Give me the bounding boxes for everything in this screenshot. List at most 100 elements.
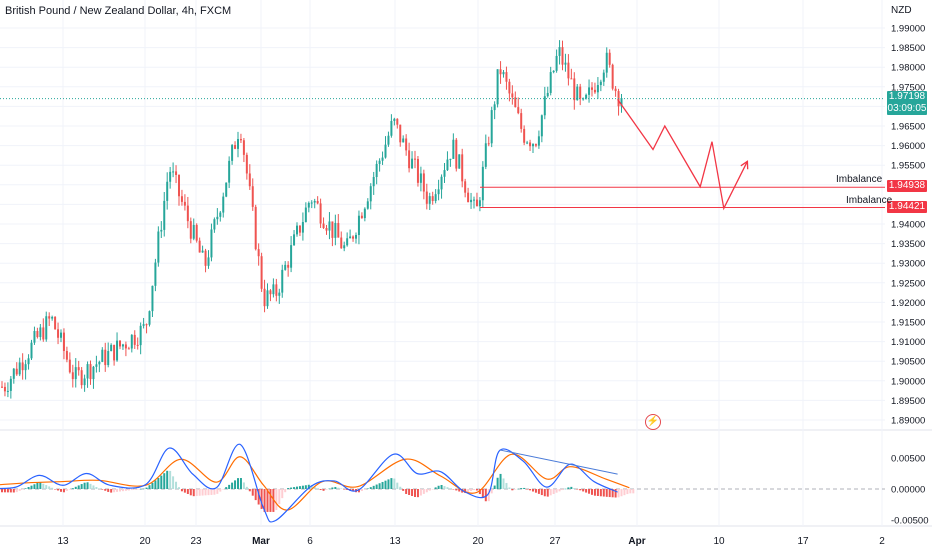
macd-histogram-bar-positive <box>502 478 505 489</box>
macd-histogram-bar-positive <box>493 485 496 489</box>
candle-up <box>219 212 222 217</box>
candle-down <box>275 284 278 296</box>
candle-down <box>508 81 511 94</box>
candle-up <box>428 196 431 204</box>
macd-histogram-bar-positive <box>437 485 440 489</box>
macd-histogram-bar-negative <box>12 489 15 493</box>
macd-histogram-bar-positive <box>440 485 443 489</box>
macd-histogram-bar-negative <box>110 489 113 493</box>
time-axis-label: 20 <box>472 536 484 547</box>
candle-up <box>130 334 133 349</box>
lightning-icon[interactable]: ⚡ <box>645 414 661 430</box>
candle-up <box>101 349 104 362</box>
candle-up <box>602 72 605 82</box>
candle-up <box>375 163 378 178</box>
last-price-tag: 1.97198 03:09:05 <box>887 91 927 115</box>
candle-down <box>180 196 183 202</box>
candle-up <box>83 378 86 386</box>
macd-histogram-bar-negative <box>576 489 579 490</box>
macd-histogram-bar-negative <box>419 489 422 496</box>
macd-histogram-bar-negative <box>189 489 192 496</box>
candle-down <box>1 386 3 388</box>
macd-histogram-bar-negative <box>198 489 201 496</box>
macd-histogram-bar-negative <box>18 489 21 491</box>
macd-histogram-bar-positive <box>387 479 390 489</box>
candle-up <box>307 202 310 208</box>
candle-down <box>257 249 260 257</box>
candle-down <box>319 203 322 224</box>
macd-histogram-bar-negative <box>352 489 355 492</box>
macd-histogram-bar-positive <box>443 486 446 489</box>
candle-down <box>511 93 514 98</box>
macd-histogram-bar-negative <box>588 489 591 494</box>
candle-down <box>422 173 425 192</box>
candle-up <box>440 176 443 190</box>
candle-up <box>210 229 213 258</box>
currency-label: NZD <box>891 5 912 16</box>
candle-down <box>337 222 340 238</box>
candle-up <box>310 202 313 204</box>
macd-histogram-bar-positive <box>496 477 499 489</box>
macd-histogram-bar-negative <box>101 489 104 490</box>
time-axis-label: 23 <box>190 536 202 547</box>
macd-histogram-bar-negative <box>104 489 107 491</box>
candle-up <box>169 171 172 182</box>
candle-down <box>360 215 363 219</box>
price-axis-label: 1.98500 <box>891 43 925 54</box>
candle-down <box>48 316 51 319</box>
candle-down <box>234 145 237 149</box>
price-axis-label: 1.99000 <box>891 24 925 35</box>
macd-histogram-bar-negative <box>511 489 514 491</box>
candle-up <box>60 332 62 338</box>
macd-histogram-bar-negative <box>475 489 478 491</box>
macd-histogram-bar-negative <box>62 489 65 493</box>
candle-down <box>21 362 24 371</box>
macd-histogram-bar-positive <box>30 485 33 489</box>
macd-histogram-bar-positive <box>39 482 42 489</box>
macd-histogram-bar-negative <box>263 489 266 512</box>
macd-histogram-bar-positive <box>331 487 334 489</box>
candle-up <box>116 340 119 361</box>
candle-down <box>186 205 189 222</box>
macd-histogram-bar-negative <box>455 489 458 491</box>
macd-histogram-bar-positive <box>520 488 523 489</box>
macd-histogram-bar-positive <box>242 482 245 489</box>
price-axis-label: 1.96000 <box>891 141 925 152</box>
macd-histogram-bar-positive <box>369 487 372 489</box>
macd-histogram-bar-negative <box>549 489 552 496</box>
macd-histogram-bar-positive <box>228 484 231 489</box>
candle-up <box>390 120 393 136</box>
macd-histogram-bar-positive <box>340 488 343 489</box>
macd-histogram-bar-positive <box>24 488 27 489</box>
candle-up <box>549 72 552 93</box>
candle-down <box>133 334 136 345</box>
candle-down <box>570 78 573 80</box>
candle-down <box>254 206 257 250</box>
macd-histogram-bar-positive <box>237 478 239 489</box>
macd-histogram-bar-negative <box>21 489 24 490</box>
macd-histogram-bar-positive <box>142 488 145 490</box>
macd-histogram-bar-positive <box>154 480 157 489</box>
macd-histogram-bar-negative <box>579 489 582 491</box>
macd-histogram-bar-positive <box>151 482 154 489</box>
macd-histogram-bar-positive <box>148 485 151 489</box>
candle-down <box>520 113 523 129</box>
time-axis-label: 13 <box>389 536 401 547</box>
macd-histogram-bar-positive <box>98 488 101 489</box>
macd-histogram-bar-negative <box>473 489 475 490</box>
macd-histogram-bar-negative <box>514 489 517 490</box>
macd-histogram-bar-negative <box>54 489 57 490</box>
candle-down <box>461 154 464 182</box>
candle-up <box>33 331 36 343</box>
candle-down <box>251 186 254 207</box>
macd-histogram-bar-positive <box>160 475 163 489</box>
macd-histogram-bar-negative <box>254 489 257 501</box>
candle-down <box>260 256 263 289</box>
macd-histogram-bar-positive <box>175 481 178 489</box>
macd-histogram-bar-negative <box>136 489 139 490</box>
macd-histogram-bar-positive <box>290 487 293 489</box>
macd-histogram-bar-negative <box>614 489 617 498</box>
macd-histogram-bar-negative <box>207 489 210 496</box>
macd-histogram-bar-positive <box>92 485 95 489</box>
